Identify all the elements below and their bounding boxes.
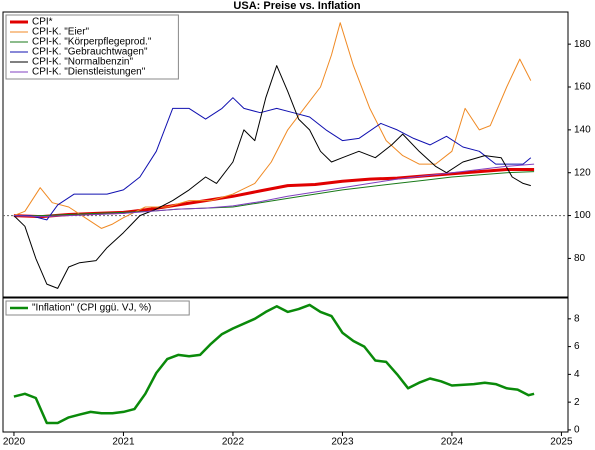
series-line [13, 65, 531, 289]
y-tick-label: 180 [574, 39, 591, 50]
x-tick-label: 2021 [112, 437, 135, 448]
series-line [13, 22, 532, 229]
series-line [13, 163, 535, 218]
series-line [13, 171, 535, 217]
y-tick-label: 4 [574, 369, 580, 380]
y-tick-label: 160 [574, 82, 591, 93]
legend-label: CPI-K. "Körperpflegeprod." [32, 37, 152, 48]
series-line [13, 303, 535, 425]
legend-label: "Inflation" (CPI ggü. VJ, %) [32, 303, 151, 314]
chart-title: USA: Preise vs. Inflation [233, 0, 360, 12]
legend-label: CPI-K. "Dienstleistungen" [32, 67, 146, 78]
y-tick-label: 0 [574, 425, 580, 436]
legend-label: CPI-K. "Gebrauchtwagen" [32, 47, 148, 58]
y-tick-label: 140 [574, 124, 591, 135]
x-tick-label: 2022 [222, 437, 245, 448]
series-line [13, 97, 532, 221]
x-tick-label: 2023 [331, 437, 354, 448]
legend-label: CPI-K. "Normalbenzin" [32, 57, 133, 68]
y-tick-label: 80 [574, 253, 586, 264]
legend-label: CPI-K. "Eier" [32, 27, 90, 38]
x-tick-label: 2025 [550, 437, 573, 448]
legend-box [5, 14, 179, 80]
legend-label: CPI* [32, 17, 53, 28]
y-tick-label: 6 [574, 341, 580, 352]
y-tick-label: 8 [574, 313, 580, 324]
plot-frame [2, 11, 569, 298]
x-tick-label: 2020 [3, 437, 26, 448]
plot-frame [2, 297, 569, 433]
y-tick-label: 120 [574, 167, 591, 178]
x-tick-label: 2024 [441, 437, 464, 448]
legend-box [5, 300, 190, 316]
y-tick-label: 100 [574, 210, 591, 221]
y-tick-label: 2 [574, 397, 580, 408]
